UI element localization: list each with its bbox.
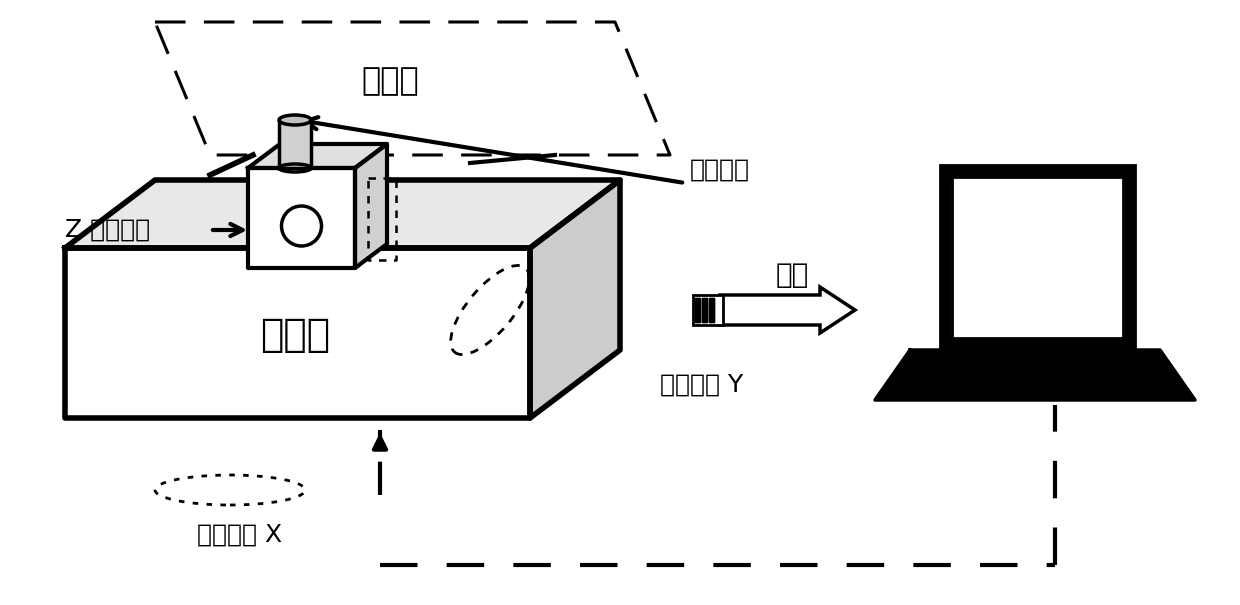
Polygon shape xyxy=(279,120,311,168)
FancyArrow shape xyxy=(720,287,856,333)
Polygon shape xyxy=(355,144,387,268)
Bar xyxy=(693,295,723,325)
Text: 位移台: 位移台 xyxy=(260,316,330,354)
Polygon shape xyxy=(875,350,1195,400)
Text: 扫描方向 Y: 扫描方向 Y xyxy=(660,373,743,397)
Polygon shape xyxy=(64,180,620,248)
Bar xyxy=(960,185,1115,330)
Text: 紫外探头: 紫外探头 xyxy=(689,158,750,182)
Bar xyxy=(952,177,1123,338)
Bar xyxy=(940,165,1135,350)
Polygon shape xyxy=(248,168,355,268)
Text: 数据: 数据 xyxy=(775,261,808,289)
Bar xyxy=(709,298,714,322)
Polygon shape xyxy=(248,144,387,168)
Bar xyxy=(709,298,714,322)
Text: 扫描方向 X: 扫描方向 X xyxy=(197,523,283,547)
Bar xyxy=(702,298,707,322)
Bar xyxy=(952,177,1123,338)
Text: Z 向位移台: Z 向位移台 xyxy=(64,218,150,242)
Bar xyxy=(694,298,701,322)
Bar xyxy=(694,298,701,322)
Ellipse shape xyxy=(279,115,311,125)
Polygon shape xyxy=(529,180,620,418)
Polygon shape xyxy=(64,248,529,418)
Bar xyxy=(702,298,707,322)
Text: 掩模面: 掩模面 xyxy=(361,67,419,97)
